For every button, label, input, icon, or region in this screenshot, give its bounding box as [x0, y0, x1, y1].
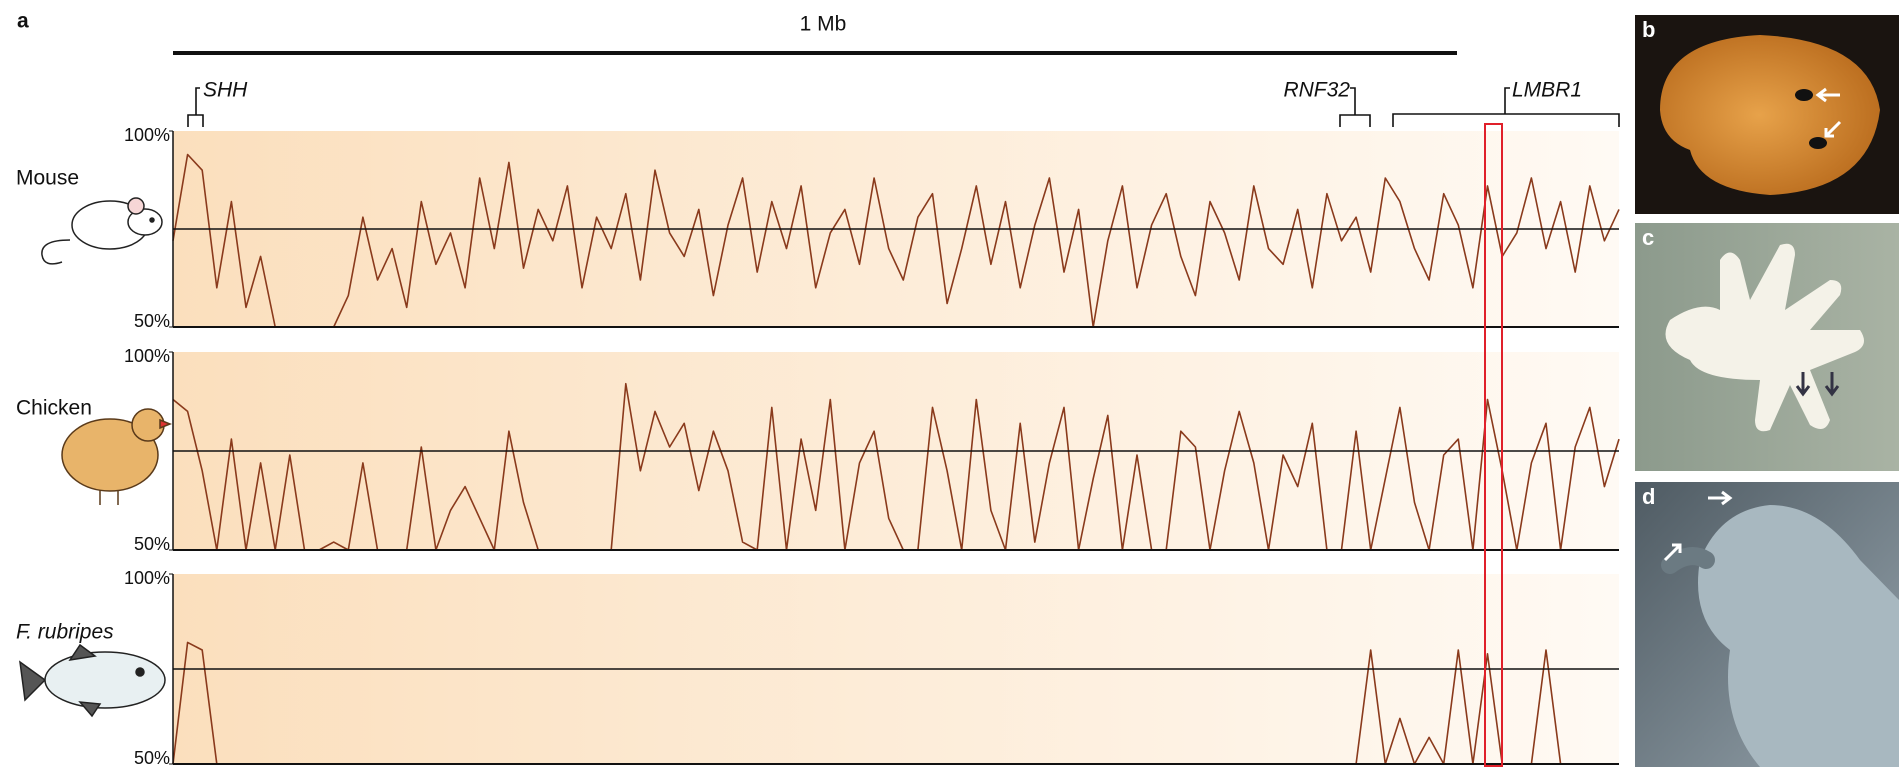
- y-tick-label: 50%: [134, 748, 170, 767]
- panel-label: c: [1642, 225, 1654, 250]
- panel-label: a: [17, 10, 29, 33]
- chicken-icon: [62, 409, 170, 505]
- y-tick-label: 100%: [124, 125, 170, 145]
- track-label: Chicken: [16, 397, 92, 420]
- figure: Mouse 100% 50% Chicken 100% 50% F. rubripes 100…: [0, 0, 1899, 767]
- panel-label: b: [1642, 17, 1655, 42]
- scale-bar-label: 1 Mb: [800, 13, 847, 36]
- panel-label: d: [1642, 484, 1655, 509]
- track-label: Mouse: [16, 167, 79, 190]
- gene-label: RNF32: [1283, 79, 1350, 102]
- y-tick-label: 50%: [134, 311, 170, 331]
- tracks: Mouse 100% 50% Chicken 100% 50% F. rubripes 100…: [16, 125, 1619, 767]
- photo-d: [1635, 482, 1899, 767]
- track-label: F. rubripes: [16, 621, 114, 644]
- y-tick-label: 100%: [124, 568, 170, 588]
- gene-label: LMBR1: [1512, 79, 1582, 102]
- y-tick-label: 50%: [134, 534, 170, 554]
- fish-icon: [20, 645, 165, 716]
- gene-brackets: [188, 88, 1619, 127]
- gene-label: SHH: [203, 79, 248, 102]
- y-tick-label: 100%: [124, 346, 170, 366]
- photo-b: [1635, 15, 1899, 214]
- mouse-icon: [42, 198, 162, 264]
- photo-c: [1635, 223, 1899, 471]
